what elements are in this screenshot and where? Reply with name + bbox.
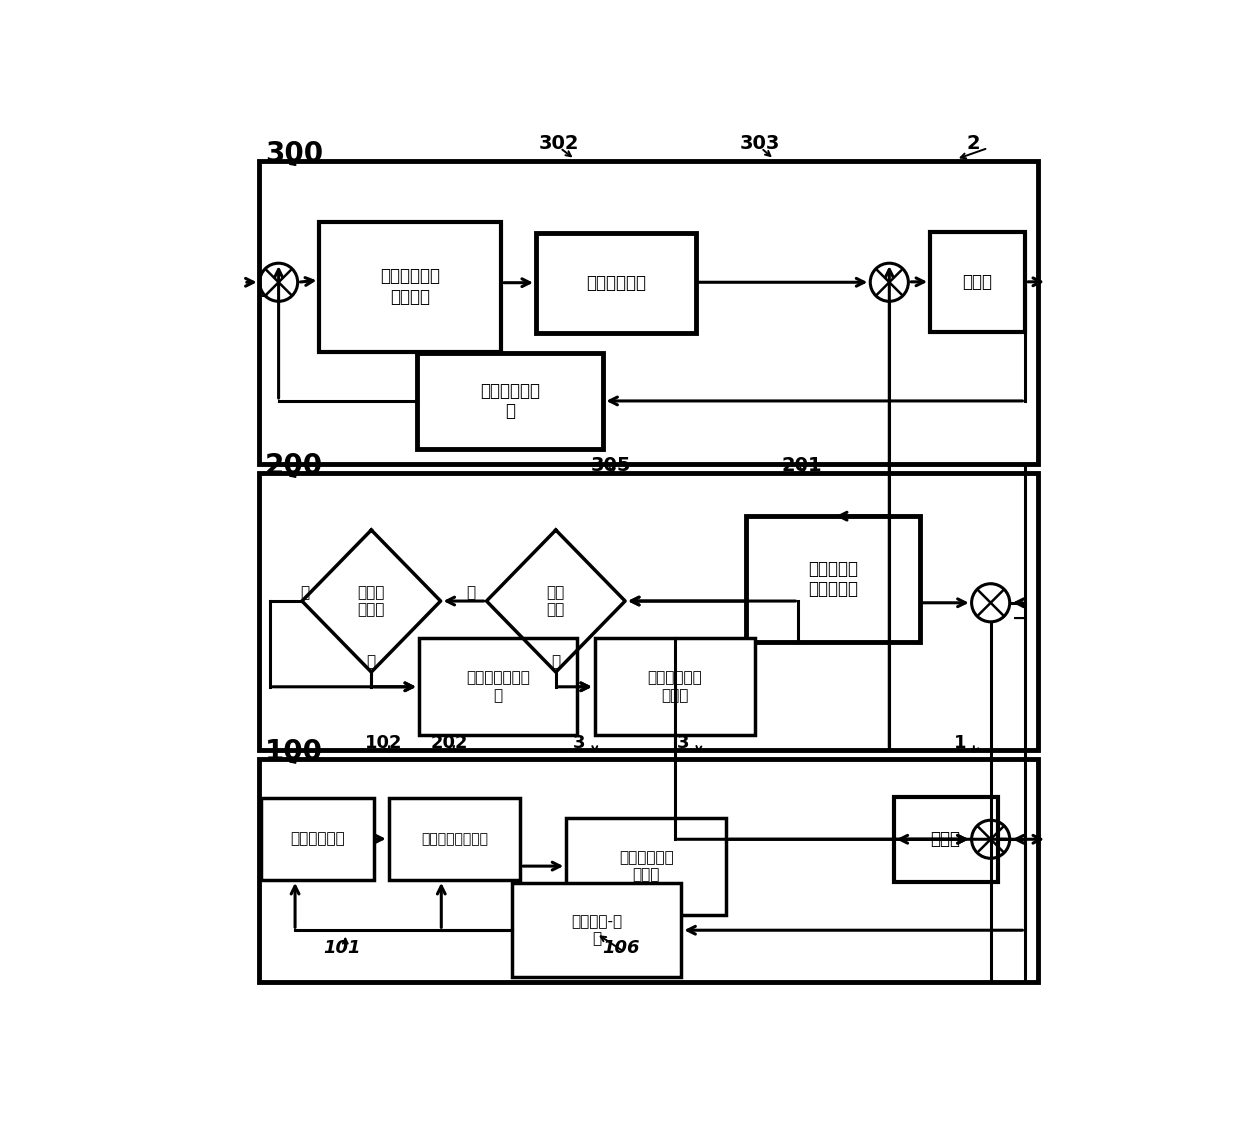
Text: 102: 102 xyxy=(366,735,403,753)
Text: 202: 202 xyxy=(430,735,467,753)
Text: 101: 101 xyxy=(324,938,361,956)
Text: 载荷指令模块: 载荷指令模块 xyxy=(290,831,345,846)
Bar xyxy=(567,818,727,915)
Text: 305: 305 xyxy=(590,457,631,476)
Text: 3: 3 xyxy=(677,735,689,753)
Text: 否: 否 xyxy=(552,654,560,669)
Text: 磁浮机构（旋
转力）: 磁浮机构（旋 转力） xyxy=(619,849,673,882)
Text: 相对位置传感
器: 相对位置传感 器 xyxy=(480,381,541,421)
Text: 否: 否 xyxy=(367,654,376,669)
Text: 载荷舱: 载荷舱 xyxy=(930,830,961,848)
Bar xyxy=(930,232,1025,332)
Text: 相对位直控制单
元: 相对位直控制单 元 xyxy=(466,670,529,703)
Text: -: - xyxy=(260,287,269,305)
Text: 303: 303 xyxy=(739,134,780,153)
Text: 外部执行机构: 外部执行机构 xyxy=(587,273,646,291)
Text: 3: 3 xyxy=(573,735,585,753)
Text: 相对位置操
作指令模块: 相对位置操 作指令模块 xyxy=(808,559,858,598)
Text: 间隙情
况变坏: 间隙情 况变坏 xyxy=(357,585,384,618)
Bar xyxy=(320,222,501,351)
Text: 2: 2 xyxy=(966,134,980,153)
Bar xyxy=(259,758,1038,982)
Bar xyxy=(595,638,755,736)
Text: 是: 是 xyxy=(466,585,475,600)
Text: 星敏感器-陀
螺: 星敏感器-陀 螺 xyxy=(572,914,622,946)
Text: −: − xyxy=(1012,609,1028,628)
Bar xyxy=(536,233,696,333)
Text: 106: 106 xyxy=(603,938,640,956)
Text: 荷舱姿态控制单元: 荷舱姿态控制单元 xyxy=(420,831,489,846)
Text: 相对姿态控制
算法模块: 相对姿态控制 算法模块 xyxy=(381,268,440,306)
Text: 300: 300 xyxy=(265,140,322,168)
Text: 达到
阈值: 达到 阈值 xyxy=(547,585,565,618)
Bar xyxy=(746,516,920,641)
Text: 是: 是 xyxy=(300,585,309,600)
Text: 磁浮机构（平
移力）: 磁浮机构（平 移力） xyxy=(647,670,702,703)
Text: 302: 302 xyxy=(538,134,579,153)
Bar xyxy=(894,796,998,882)
Bar xyxy=(259,472,1038,750)
Text: 100: 100 xyxy=(265,738,322,766)
Bar xyxy=(419,638,577,736)
Text: 1: 1 xyxy=(955,735,967,753)
Text: 平台舱: 平台舱 xyxy=(962,273,993,291)
Bar xyxy=(512,883,682,976)
Bar xyxy=(262,798,374,880)
Bar xyxy=(388,798,521,880)
Text: 201: 201 xyxy=(781,457,822,476)
Bar xyxy=(417,353,604,449)
Text: 200: 200 xyxy=(265,452,322,480)
Bar xyxy=(259,161,1038,465)
